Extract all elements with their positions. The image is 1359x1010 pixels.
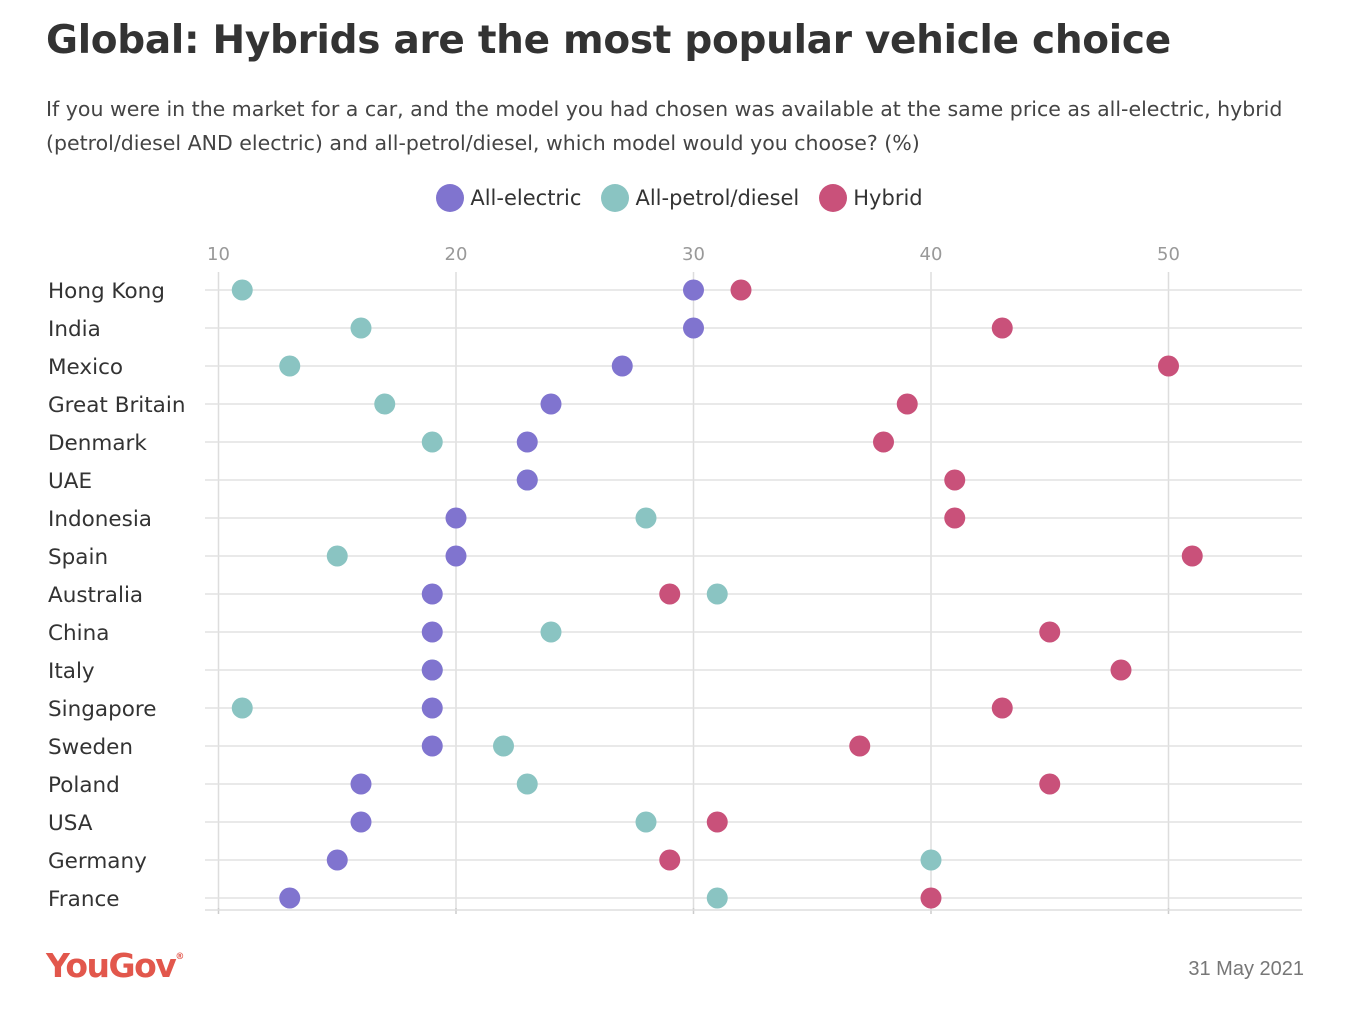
legend-item-hybrid: Hybrid [819, 184, 923, 212]
x-tick-label: 40 [920, 244, 943, 265]
data-point-all-electric [279, 887, 301, 909]
x-tick-label: 50 [1157, 244, 1180, 265]
category-label: Great Britain [48, 393, 185, 418]
chart-title: Global: Hybrids are the most popular veh… [46, 18, 1171, 63]
category-label: Hong Kong [48, 279, 165, 304]
logo-text: YouGov [46, 946, 177, 985]
data-point-hybrid [920, 887, 942, 909]
data-point-all-electric [540, 393, 562, 415]
data-point-all-electric [421, 583, 443, 605]
data-point-hybrid [991, 317, 1013, 339]
data-point-hybrid [896, 393, 918, 415]
category-label: Singapore [48, 697, 156, 722]
category-label: Australia [48, 583, 143, 608]
data-point-all-electric [611, 355, 633, 377]
data-point-all-electric [421, 621, 443, 643]
category-label: UAE [48, 469, 92, 494]
data-point-all-petrol-diesel [350, 317, 372, 339]
data-point-hybrid [1110, 659, 1132, 681]
category-label: France [48, 887, 120, 912]
dot-plot: 10 20 30 40 50 Hong Kong India Mexico Great Brit… [48, 244, 1302, 914]
category-label: Denmark [48, 431, 147, 456]
chart-subtitle: If you were in the market for a car, and… [46, 97, 1283, 155]
data-point-all-electric [445, 545, 467, 567]
data-point-hybrid [659, 849, 681, 871]
category-label: Mexico [48, 355, 123, 380]
data-point-all-electric [516, 469, 538, 491]
legend-item-all-petrol-diesel: All-petrol/diesel [601, 184, 799, 212]
data-point-all-petrol-diesel [540, 621, 562, 643]
data-point-all-petrol-diesel [374, 393, 396, 415]
data-point-all-petrol-diesel [326, 545, 348, 567]
data-point-all-petrol-diesel [706, 583, 728, 605]
category-label: Indonesia [48, 507, 152, 532]
data-point-all-petrol-diesel [493, 735, 514, 757]
category-label: Germany [48, 849, 147, 874]
x-tick-label: 20 [445, 244, 468, 265]
category-label: China [48, 621, 109, 646]
data-point-all-electric [421, 697, 443, 719]
category-label: Sweden [48, 735, 133, 760]
data-point-all-electric [516, 431, 538, 453]
category-label: Poland [48, 773, 120, 798]
data-point-all-electric [421, 735, 443, 757]
category-label: Italy [48, 659, 95, 684]
legend-swatch [436, 184, 465, 212]
data-point-hybrid [706, 811, 728, 833]
x-tick-label: 30 [682, 244, 705, 265]
legend-label: All-electric [470, 186, 582, 210]
legend-item-all-electric: All-electric [436, 184, 581, 212]
data-point-hybrid [849, 735, 871, 757]
data-point-all-petrol-diesel [635, 811, 657, 833]
data-point-all-electric [683, 317, 704, 339]
data-point-all-electric [421, 659, 443, 681]
legend: All-electric All-petrol/diesel Hybrid [0, 180, 1359, 216]
data-point-hybrid [659, 583, 681, 605]
data-point-all-petrol-diesel [231, 697, 253, 719]
data-point-all-petrol-diesel [231, 279, 253, 301]
data-point-hybrid [944, 469, 966, 491]
data-point-hybrid [730, 279, 752, 301]
data-point-hybrid [991, 697, 1013, 719]
data-point-hybrid [1181, 545, 1203, 567]
data-point-all-petrol-diesel [421, 431, 443, 453]
data-point-all-electric [683, 279, 704, 301]
data-point-all-electric [445, 507, 467, 529]
data-point-all-petrol-diesel [516, 773, 538, 795]
legend-swatch [819, 184, 848, 212]
category-label: Spain [48, 545, 108, 570]
data-point-hybrid [944, 507, 966, 529]
publish-date: 31 May 2021 [1188, 958, 1304, 980]
category-label: USA [48, 811, 93, 836]
data-point-all-petrol-diesel [920, 849, 942, 871]
legend-label: Hybrid [853, 186, 923, 210]
data-point-all-electric [350, 773, 372, 795]
data-point-all-petrol-diesel [279, 355, 301, 377]
data-point-hybrid [1158, 355, 1179, 377]
data-point-all-electric [350, 811, 372, 833]
category-label: India [48, 317, 101, 342]
data-point-all-petrol-diesel [706, 887, 728, 909]
data-point-hybrid [1039, 621, 1061, 643]
data-point-all-electric [326, 849, 348, 871]
legend-swatch [601, 184, 630, 212]
yougov-logo: YouGov® [46, 946, 185, 985]
data-point-hybrid [1039, 773, 1061, 795]
data-point-all-petrol-diesel [635, 507, 657, 529]
data-point-hybrid [873, 431, 894, 453]
x-tick-label: 10 [207, 244, 230, 265]
legend-label: All-petrol/diesel [635, 186, 800, 210]
